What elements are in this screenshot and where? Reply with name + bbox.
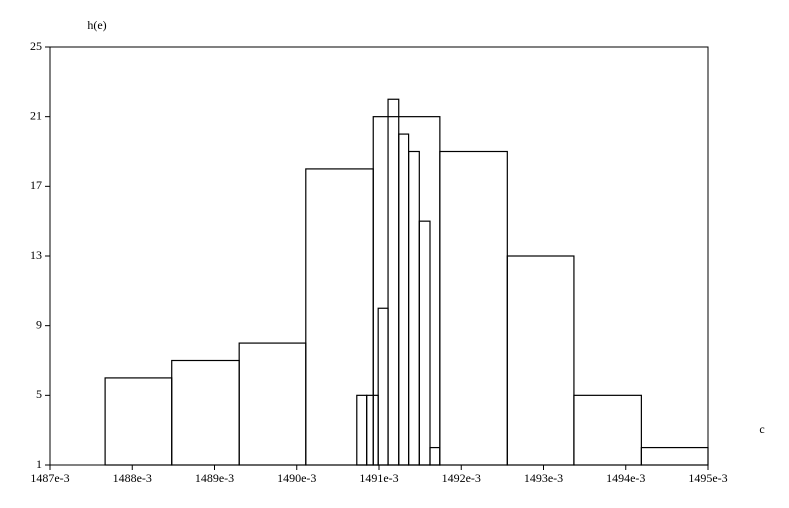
x-tick-label: 1488e-3 [113,471,152,485]
histogram-bar [573,394,642,466]
histogram-bar [429,446,441,466]
histogram-bar [366,394,379,466]
y-tick-label: 25 [30,39,42,53]
histogram-bar [305,168,374,466]
histogram-bar [506,255,575,466]
histogram-bar [356,394,368,466]
x-tick-label: 1495e-3 [688,471,727,485]
histogram-bar [377,307,389,466]
histogram-bar [387,98,400,466]
histogram-bar [104,377,173,466]
histogram-bar [640,446,709,466]
histogram-bar [408,150,420,466]
y-tick-label: 17 [30,178,42,192]
histogram-bar [418,220,431,466]
x-tick-label: 1487e-3 [30,471,69,485]
x-tick-label: 1491e-3 [359,471,398,485]
x-tick-label: 1492e-3 [442,471,481,485]
y-tick-label: 1 [36,457,42,471]
x-axis-label: c [759,422,764,436]
histogram-bar [398,133,410,466]
y-tick-label: 5 [36,387,42,401]
histogram-bar [171,359,240,466]
y-tick-label: 13 [30,248,42,262]
x-tick-label: 1489e-3 [195,471,234,485]
x-tick-label: 1494e-3 [606,471,645,485]
y-axis-label: h(e) [87,18,106,32]
y-tick-label: 21 [30,108,42,122]
y-tick-label: 9 [36,317,42,331]
x-tick-label: 1490e-3 [277,471,316,485]
x-tick-label: 1493e-3 [524,471,563,485]
histogram-bar [439,150,508,466]
histogram-bar [238,342,307,466]
plot-frame [49,46,709,466]
